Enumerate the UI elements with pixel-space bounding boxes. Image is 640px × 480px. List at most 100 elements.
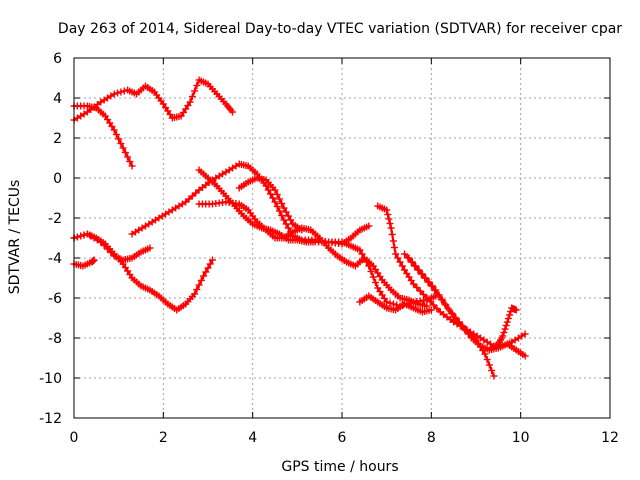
- data-layer: [70, 76, 529, 380]
- series-track-1: [70, 76, 237, 124]
- data-point-marker: [383, 206, 391, 214]
- data-point-marker: [264, 186, 272, 194]
- x-tick-label: 4: [248, 430, 257, 446]
- data-point-marker: [504, 315, 512, 322]
- data-point-marker: [386, 299, 394, 307]
- data-point-marker: [77, 232, 85, 240]
- data-point-marker: [117, 88, 125, 96]
- data-point-marker: [107, 249, 115, 256]
- x-axis-title: GPS time / hours: [281, 459, 398, 475]
- x-tick-label: 0: [70, 430, 79, 446]
- data-point-marker: [387, 224, 395, 232]
- data-point-marker: [112, 131, 120, 138]
- data-point-marker: [372, 279, 379, 286]
- x-tick-label: 10: [512, 430, 530, 446]
- y-tick-label: 6: [53, 51, 62, 67]
- axis-tick-labels: 0 2 4 6 8 10 12 -12 -10 -8 -6 -4 -2 0 2 4 6: [39, 51, 619, 446]
- data-point-marker: [506, 311, 513, 319]
- data-point-marker: [454, 318, 462, 326]
- data-point-marker: [414, 266, 422, 274]
- series-track-9: [235, 174, 306, 234]
- x-tick-label: 6: [338, 430, 347, 446]
- data-point-marker: [278, 200, 286, 207]
- data-point-marker: [73, 233, 81, 241]
- series-track-5: [70, 230, 154, 264]
- data-point-marker: [444, 305, 452, 312]
- data-point-marker: [146, 244, 154, 252]
- y-axis-title: SDTVAR / TECUs: [7, 180, 23, 295]
- data-point-marker: [401, 250, 409, 258]
- data-point-marker: [206, 260, 214, 268]
- data-point-marker: [426, 298, 434, 305]
- data-point-marker: [512, 306, 520, 314]
- data-point-marker: [186, 98, 194, 106]
- x-tick-label: 2: [159, 430, 168, 446]
- data-point-marker: [423, 294, 431, 302]
- data-point-marker: [521, 330, 529, 338]
- data-point-marker: [193, 82, 201, 89]
- axis-ticks: [73, 57, 611, 419]
- data-point-marker: [447, 309, 455, 317]
- data-point-marker: [117, 140, 125, 147]
- data-point-marker: [128, 162, 136, 170]
- data-point-marker: [398, 262, 406, 270]
- data-point-marker: [409, 280, 417, 288]
- data-point-marker: [385, 215, 393, 223]
- data-point-marker: [499, 332, 507, 340]
- y-tick-label: -10: [39, 371, 62, 387]
- data-point-marker: [389, 237, 397, 245]
- data-point-marker: [273, 203, 281, 210]
- data-point-marker: [358, 250, 366, 258]
- data-point-marker: [413, 284, 421, 291]
- x-tick-label: 12: [601, 430, 619, 446]
- data-point-marker: [388, 231, 396, 238]
- data-point-marker: [273, 191, 281, 198]
- data-point-marker: [229, 108, 237, 116]
- data-point-marker: [502, 322, 510, 329]
- data-point-marker: [424, 278, 432, 286]
- data-point-marker: [521, 352, 529, 360]
- data-point-marker: [119, 144, 127, 152]
- data-point-marker: [188, 93, 196, 100]
- data-point-marker: [280, 216, 288, 224]
- data-point-marker: [110, 126, 118, 134]
- data-point-marker: [421, 274, 429, 282]
- y-tick-label: 0: [53, 171, 62, 187]
- data-point-marker: [411, 262, 419, 270]
- data-point-marker: [356, 246, 364, 254]
- series-track-10: [356, 292, 435, 316]
- data-point-marker: [390, 244, 398, 251]
- data-point-marker: [284, 212, 292, 220]
- data-point-marker: [427, 306, 435, 314]
- data-point-marker: [193, 286, 201, 293]
- data-point-marker: [396, 258, 404, 266]
- series-track-13: [401, 250, 529, 360]
- data-point-marker: [427, 282, 435, 290]
- data-point-marker: [485, 361, 493, 369]
- y-tick-label: 4: [53, 91, 62, 107]
- chart-title: Day 263 of 2014, Sidereal Day-to-day VTE…: [58, 21, 622, 37]
- data-point-marker: [404, 254, 412, 262]
- data-point-marker: [110, 90, 118, 98]
- y-tick-label: -8: [48, 331, 62, 347]
- data-point-marker: [417, 270, 425, 278]
- data-point-marker: [269, 194, 277, 202]
- data-point-marker: [383, 298, 391, 306]
- data-point-marker: [195, 281, 203, 289]
- data-point-marker: [451, 314, 459, 321]
- data-point-marker: [208, 256, 216, 264]
- series-track-4: [70, 256, 98, 270]
- data-point-marker: [121, 149, 129, 156]
- data-point-marker: [282, 220, 290, 228]
- data-point-marker: [441, 300, 449, 308]
- data-point-marker: [191, 87, 199, 95]
- data-point-marker: [416, 287, 424, 295]
- data-point-marker: [431, 287, 439, 294]
- data-point-marker: [488, 367, 496, 374]
- data-point-marker: [298, 226, 306, 234]
- data-point-marker: [430, 301, 438, 309]
- series-track-14: [485, 304, 520, 354]
- data-point-marker: [275, 207, 283, 215]
- data-point-marker: [124, 153, 132, 161]
